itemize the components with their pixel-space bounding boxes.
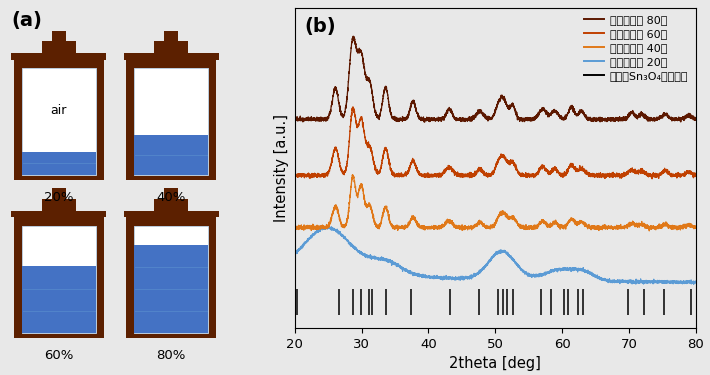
Text: (b): (b): [305, 17, 337, 36]
Text: (a): (a): [11, 11, 42, 30]
Y-axis label: Intensity [a.u.]: Intensity [a.u.]: [274, 114, 289, 222]
Bar: [124, 53, 219, 60]
Bar: [42, 41, 76, 53]
Bar: [42, 199, 76, 211]
Text: air: air: [50, 104, 67, 117]
Bar: [134, 68, 208, 175]
Bar: [126, 60, 216, 180]
Bar: [134, 245, 208, 333]
Bar: [134, 135, 208, 175]
Bar: [22, 152, 96, 175]
Bar: [22, 68, 96, 175]
X-axis label: 2theta [deg]: 2theta [deg]: [449, 356, 541, 371]
Bar: [11, 211, 106, 218]
Bar: [52, 31, 66, 41]
Bar: [14, 217, 104, 338]
Bar: [134, 226, 208, 333]
Bar: [22, 226, 96, 333]
Text: 80%: 80%: [156, 349, 186, 362]
Bar: [164, 188, 178, 199]
Text: 60%: 60%: [44, 349, 74, 362]
Bar: [14, 60, 104, 180]
Bar: [164, 31, 178, 41]
Bar: [22, 267, 96, 333]
Legend: 溶液占有率 80％, 溶液占有率 60％, 溶液占有率 40％, 溶液占有率 20％, 単斜晶Sn₃O₄の文献値: 溶液占有率 80％, 溶液占有率 60％, 溶液占有率 40％, 溶液占有率 2…: [581, 13, 690, 83]
Bar: [154, 199, 188, 211]
Text: 40%: 40%: [156, 191, 186, 204]
Bar: [126, 217, 216, 338]
Bar: [124, 211, 219, 218]
Bar: [52, 188, 66, 199]
Bar: [11, 53, 106, 60]
Bar: [154, 41, 188, 53]
Text: 20%: 20%: [44, 191, 74, 204]
